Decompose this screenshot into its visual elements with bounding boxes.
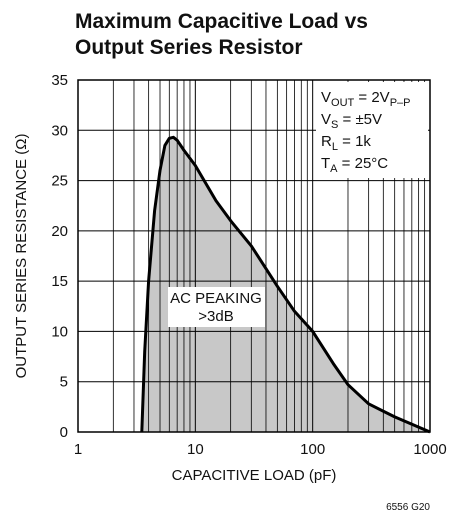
y-axis-label: OUTPUT SERIES RESISTANCE (Ω) bbox=[13, 134, 30, 379]
footnote: 6556 G20 bbox=[386, 502, 430, 513]
condition-part: R bbox=[321, 133, 332, 150]
y-tick-label: 0 bbox=[60, 424, 68, 441]
condition-part: T bbox=[321, 155, 330, 172]
legend-box bbox=[316, 82, 428, 178]
y-tick-label: 5 bbox=[60, 374, 68, 391]
condition-part: = 1k bbox=[338, 133, 371, 150]
y-tick-label: 30 bbox=[51, 122, 68, 139]
chart-title: Maximum Capacitive Load vs bbox=[75, 10, 368, 33]
annotation: AC PEAKING bbox=[170, 290, 262, 307]
x-tick-label: 1000 bbox=[413, 441, 446, 458]
annotation-box bbox=[168, 287, 265, 327]
condition-part: = ±5V bbox=[338, 111, 382, 128]
condition-part: S bbox=[331, 119, 338, 131]
area bbox=[141, 137, 431, 433]
x-axis-label: CAPACITIVE LOAD (pF) bbox=[172, 467, 337, 484]
condition: VS = ±5V bbox=[321, 111, 382, 131]
condition-part: P–P bbox=[390, 97, 411, 109]
condition-part: OUT bbox=[331, 97, 355, 109]
condition-part: V bbox=[321, 89, 331, 106]
y-tick-label: 35 bbox=[51, 72, 68, 89]
condition-part: L bbox=[332, 141, 338, 153]
chart-title: Output Series Resistor bbox=[75, 36, 303, 59]
condition: VOUT = 2VP–P bbox=[321, 89, 411, 109]
y-tick-label: 15 bbox=[51, 273, 68, 290]
condition-part: = 25°C bbox=[338, 155, 389, 172]
annotation: >3dB bbox=[198, 308, 233, 325]
condition: TA = 25°C bbox=[321, 155, 388, 175]
y-tick-label: 25 bbox=[51, 173, 68, 190]
x-tick-label: 10 bbox=[187, 441, 204, 458]
x-tick-label: 1 bbox=[74, 441, 82, 458]
condition-part: V bbox=[321, 111, 331, 128]
condition-part: A bbox=[330, 163, 338, 175]
y-tick-label: 10 bbox=[51, 323, 68, 340]
line bbox=[140, 135, 431, 434]
plot-frame bbox=[77, 79, 431, 433]
y-tick-label: 20 bbox=[51, 223, 68, 240]
condition-part: = 2V bbox=[354, 89, 389, 106]
x-tick-label: 100 bbox=[300, 441, 325, 458]
condition: RL = 1k bbox=[321, 133, 371, 153]
